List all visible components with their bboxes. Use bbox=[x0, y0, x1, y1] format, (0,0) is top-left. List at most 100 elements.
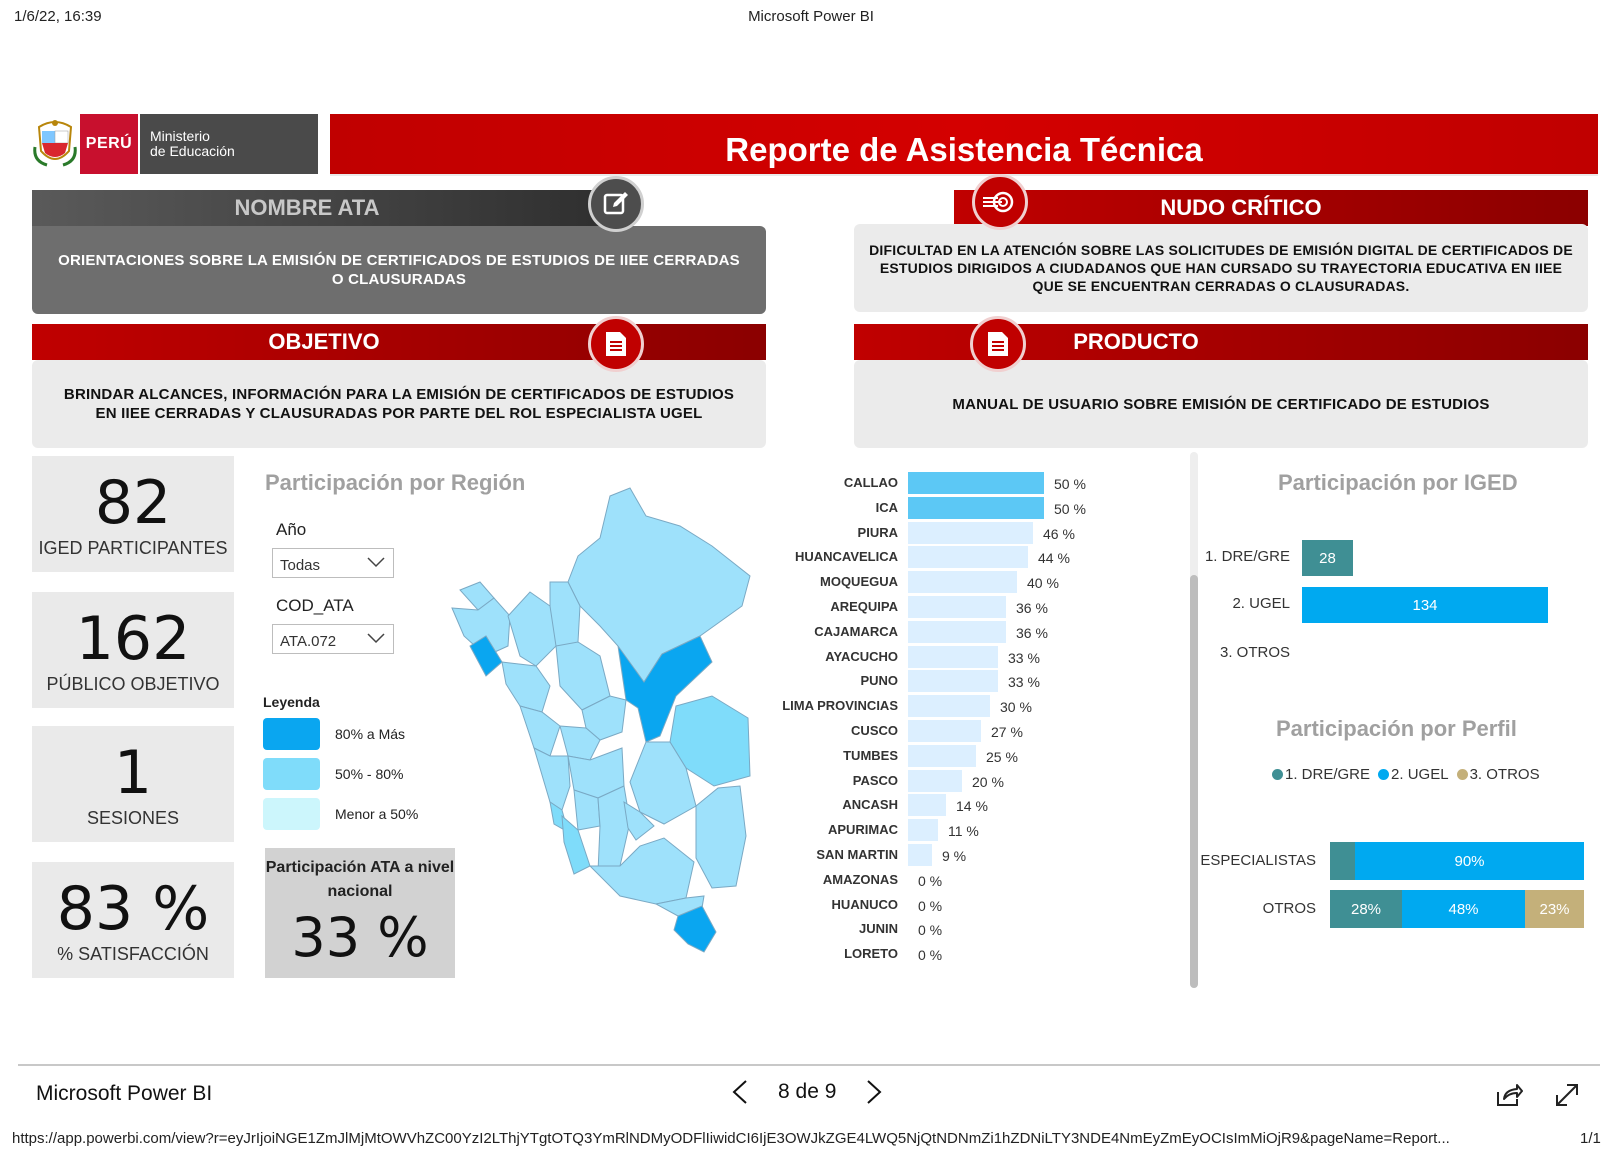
year-slicer[interactable]: Todas bbox=[272, 548, 394, 578]
region-bar[interactable] bbox=[908, 744, 976, 767]
region-bar[interactable] bbox=[908, 546, 1028, 569]
kpi-iged-participantes: 82 IGED PARTICIPANTES bbox=[32, 456, 234, 572]
perfil-legend-item[interactable]: 2. UGEL bbox=[1378, 766, 1449, 783]
fullscreen-icon[interactable] bbox=[1552, 1080, 1582, 1110]
iged-bar-label: 3. OTROS bbox=[1219, 644, 1290, 661]
legend-title: Leyenda bbox=[263, 694, 320, 710]
map-region-pasco bbox=[559, 725, 601, 761]
objetivo-title: OBJETIVO bbox=[32, 324, 766, 360]
kpi-value: 82 bbox=[94, 468, 172, 538]
map-region-ica bbox=[561, 814, 591, 875]
region-bar-value: 14 % bbox=[956, 798, 988, 815]
report-header: Reporte de Asistencia Técnica bbox=[330, 114, 1598, 174]
objetivo-text: BRINDAR ALCANCES, INFORMACIÓN PARA LA EM… bbox=[32, 360, 766, 448]
ata-slicer[interactable]: ATA.072 bbox=[272, 624, 394, 654]
iged-bar[interactable]: 28 bbox=[1302, 540, 1353, 576]
region-bar-label: MOQUEGUA bbox=[820, 574, 898, 590]
region-bar-value: 50 % bbox=[1054, 476, 1086, 492]
national-participation-card: Participación ATA a nivel nacional 33 % bbox=[265, 848, 455, 978]
region-bar[interactable] bbox=[908, 496, 1044, 519]
perfil-section-title: Participación por Perfil bbox=[1276, 716, 1517, 741]
region-bar[interactable] bbox=[908, 645, 998, 668]
document-icon bbox=[588, 316, 644, 372]
kpi-sesiones: 1 SESIONES bbox=[32, 726, 234, 842]
legend-dot-icon bbox=[1272, 769, 1283, 780]
logo-peru-text: PERÚ bbox=[80, 114, 138, 174]
region-bar-value: 9 % bbox=[942, 848, 967, 864]
region-section-title: Participación por Región bbox=[265, 470, 526, 495]
region-bar[interactable] bbox=[908, 769, 962, 792]
region-bar-label: CUSCO bbox=[851, 723, 898, 738]
region-bar[interactable] bbox=[908, 695, 990, 718]
perfil-legend: 1. DRE/GRE 2. UGEL 3. OTROS bbox=[1272, 766, 1540, 783]
region-bar[interactable] bbox=[908, 844, 932, 866]
region-bar-value: 40 % bbox=[1027, 575, 1059, 592]
region-bar[interactable] bbox=[908, 620, 1006, 643]
region-bar-label: HUANCAVELICA bbox=[794, 549, 898, 565]
region-bar-label: PUNO bbox=[860, 673, 898, 689]
share-icon[interactable] bbox=[1494, 1080, 1524, 1110]
perfil-bar-segment[interactable]: 28% bbox=[1330, 890, 1402, 928]
region-bar[interactable] bbox=[908, 521, 1033, 544]
region-bar[interactable] bbox=[908, 472, 1044, 494]
region-bar-value: 33 % bbox=[1008, 649, 1040, 666]
map-region-tacna bbox=[673, 905, 717, 953]
nudo-critico-panel: NUDO CRÍTICO DIFICULTAD EN LA ATENCIÓN S… bbox=[854, 174, 1588, 312]
region-bar-value: 36 % bbox=[1016, 600, 1048, 616]
next-page-button[interactable] bbox=[862, 1078, 886, 1106]
region-bar-value: 20 % bbox=[972, 773, 1004, 790]
region-bar[interactable] bbox=[908, 720, 981, 742]
scroll-thumb[interactable] bbox=[1190, 575, 1198, 988]
footer-app-name: Microsoft Power BI bbox=[36, 1082, 213, 1105]
logo-ministry-text: Ministerio de Educación bbox=[138, 114, 318, 174]
map-region-la-libertad bbox=[501, 661, 551, 713]
previous-page-button[interactable] bbox=[728, 1078, 752, 1106]
nudo-critico-text: DIFICULTAD EN LA ATENCIÓN SOBRE LAS SOLI… bbox=[854, 224, 1588, 312]
region-bar[interactable] bbox=[908, 819, 938, 842]
ata-slicer-value: ATA.072 bbox=[280, 633, 337, 650]
kpi-satisfaccion: 83 % % SATISFACCIÓN bbox=[32, 862, 234, 978]
region-bar[interactable] bbox=[908, 571, 1017, 594]
region-bar-value: 0 % bbox=[918, 897, 943, 914]
region-bar-value: 25 % bbox=[986, 748, 1018, 765]
region-bar-value: 33 % bbox=[1008, 674, 1040, 691]
perfil-bar-segment[interactable]: 48% bbox=[1402, 890, 1525, 928]
perfil-bar-segment[interactable]: 23% bbox=[1525, 890, 1584, 928]
region-bar-value: 0 % bbox=[918, 872, 943, 889]
legend-dot-icon bbox=[1378, 769, 1390, 780]
map-region-ayacucho bbox=[597, 785, 631, 873]
iged-bar[interactable]: 134 bbox=[1302, 587, 1548, 623]
header-divider bbox=[330, 174, 1598, 176]
perfil-bar-segment[interactable]: 90% bbox=[1355, 842, 1584, 880]
nudo-critico-title: NUDO CRÍTICO bbox=[954, 190, 1588, 226]
perfil-bar-segment[interactable] bbox=[1330, 842, 1355, 880]
kpi-value: 1 bbox=[113, 738, 153, 808]
region-bar-label: TUMBES bbox=[843, 747, 898, 763]
kpi-label: % SATISFACCIÓN bbox=[57, 944, 209, 964]
iged-bar-label: 1. DRE/GRE bbox=[1204, 548, 1290, 565]
kpi-publico-objetivo: 162 PÚBLICO OBJETIVO bbox=[32, 592, 234, 708]
region-bar-value: 36 % bbox=[1016, 624, 1048, 641]
edit-icon bbox=[588, 176, 644, 232]
region-bar-label: SAN MARTIN bbox=[816, 847, 898, 862]
print-date: 1/6/22, 16:39 bbox=[14, 8, 102, 25]
region-bar-label: LIMA PROVINCIAS bbox=[782, 698, 898, 714]
legend-swatch-low bbox=[263, 798, 320, 830]
document-icon bbox=[970, 316, 1026, 372]
region-bar-label: PIURA bbox=[857, 524, 898, 540]
map-region-lima bbox=[533, 747, 571, 811]
region-bar-label: AYACUCHO bbox=[825, 648, 898, 664]
perfil-legend-item[interactable]: 1. DRE/GRE bbox=[1272, 766, 1370, 783]
region-bar-label: CAJAMARCA bbox=[814, 623, 898, 639]
region-bar-value: 0 % bbox=[918, 922, 943, 939]
region-bar-label: ANCASH bbox=[842, 797, 898, 813]
print-title: Microsoft Power BI bbox=[748, 8, 874, 25]
page-indicator: 8 de 9 bbox=[778, 1080, 837, 1103]
perfil-legend-item[interactable]: 3. OTROS bbox=[1456, 766, 1540, 783]
region-bar[interactable] bbox=[908, 670, 998, 693]
peru-region-map[interactable] bbox=[450, 486, 790, 970]
region-bar[interactable] bbox=[908, 596, 1006, 618]
kpi-label: SESIONES bbox=[86, 808, 180, 828]
coat-of-arms-icon bbox=[30, 114, 80, 174]
region-bar[interactable] bbox=[908, 794, 946, 817]
